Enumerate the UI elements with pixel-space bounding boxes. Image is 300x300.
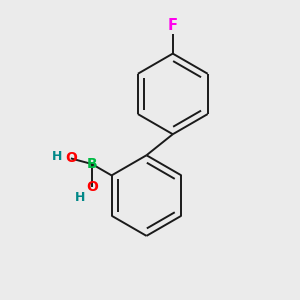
Text: H: H — [52, 150, 63, 163]
Text: B: B — [86, 157, 97, 171]
Text: O: O — [65, 152, 77, 165]
Text: F: F — [168, 18, 178, 33]
Text: H: H — [74, 191, 85, 204]
Text: O: O — [86, 180, 98, 194]
